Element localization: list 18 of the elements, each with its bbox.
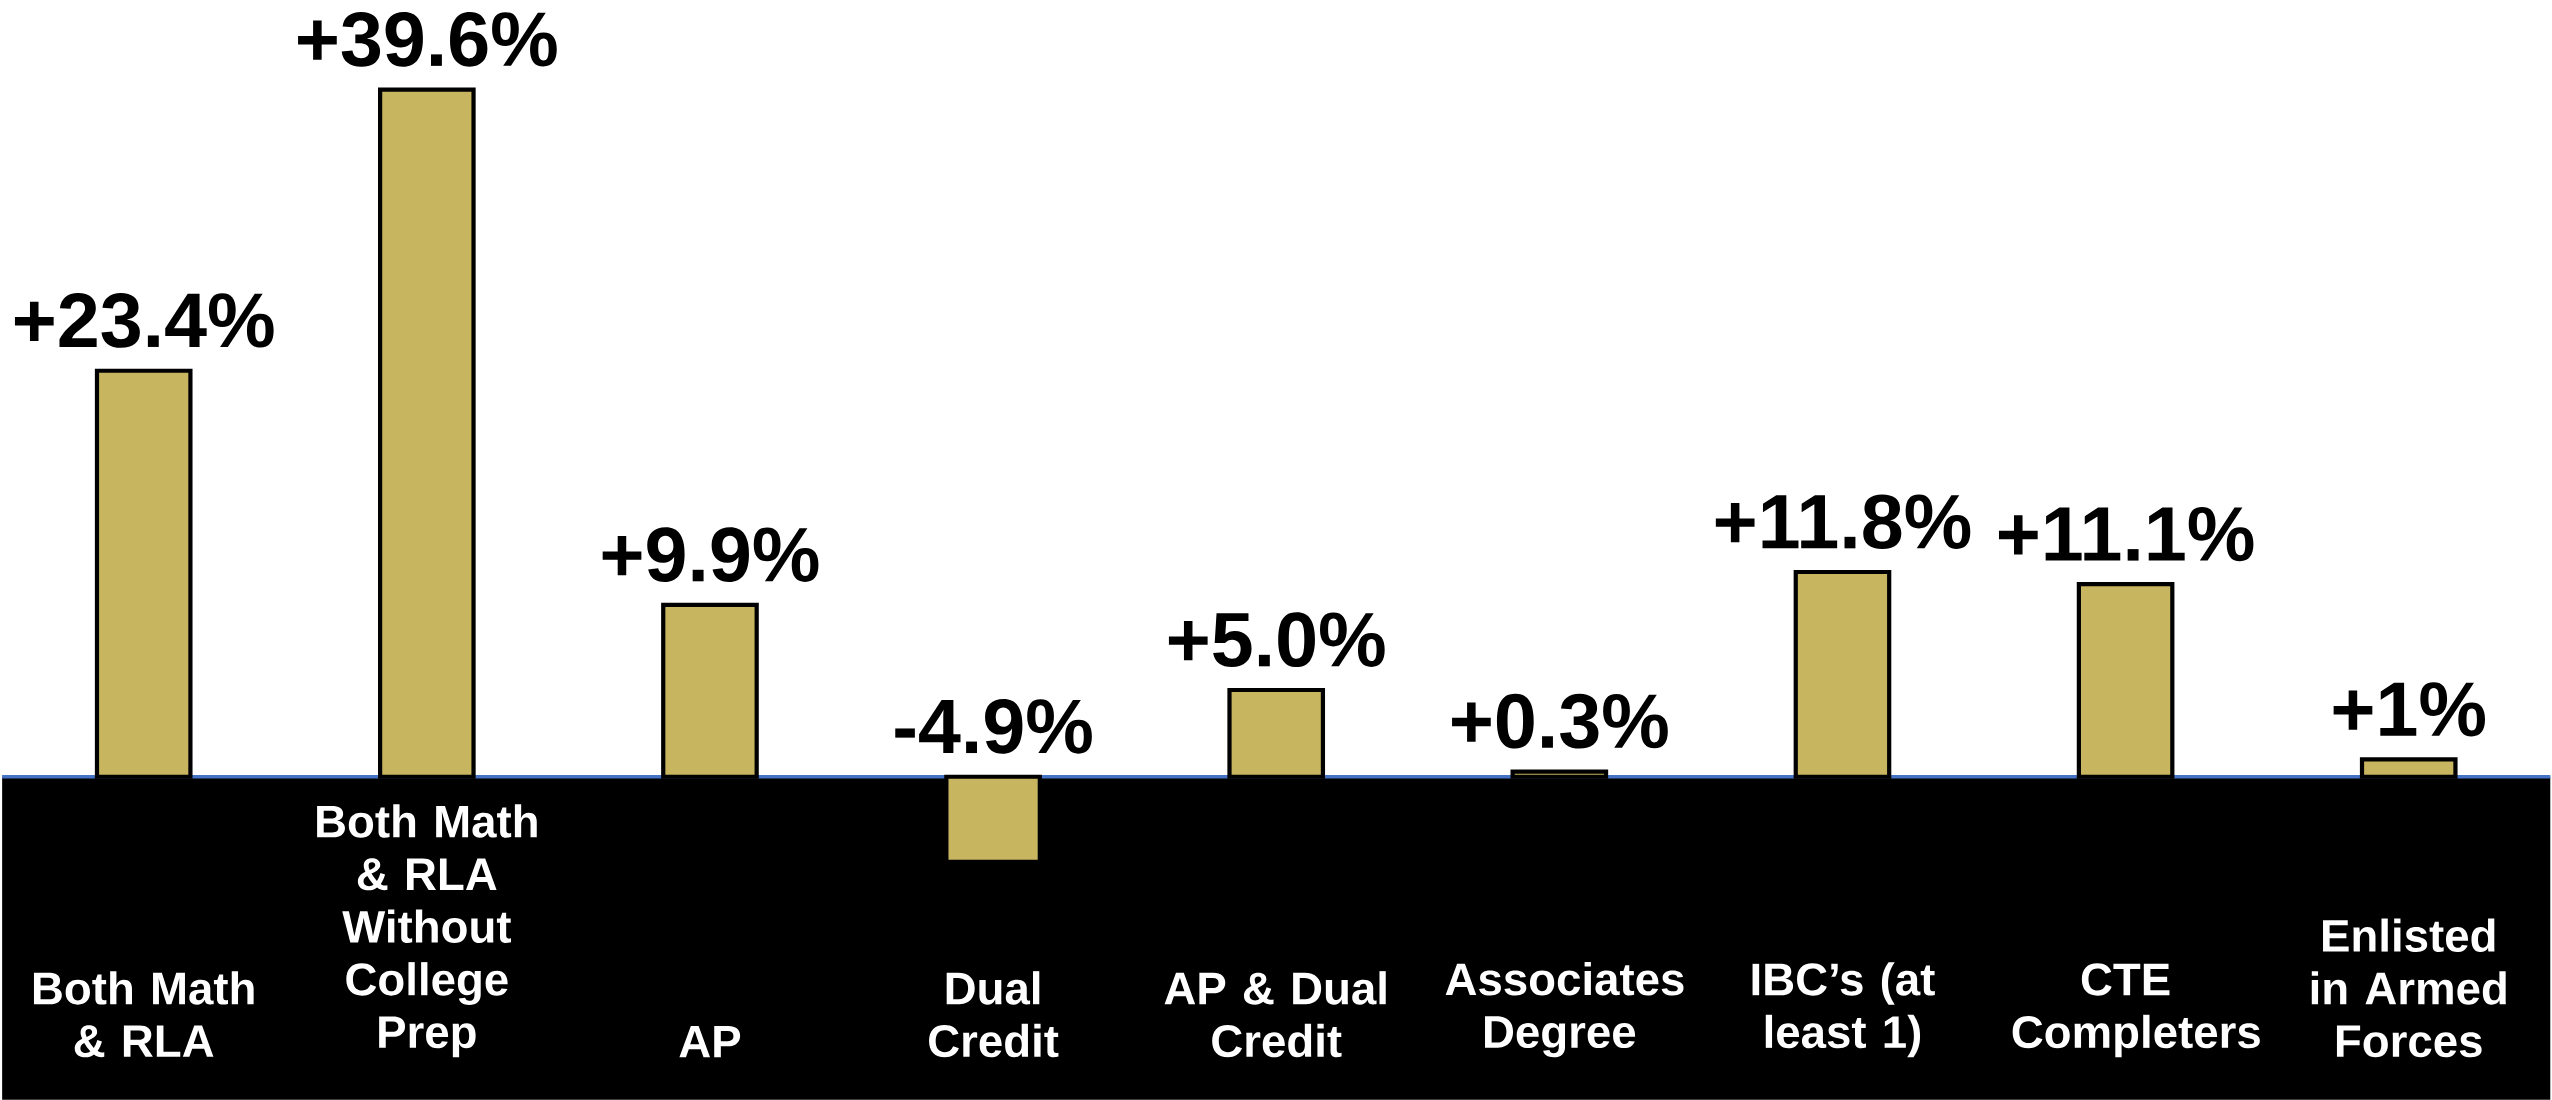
data-label: +23.4% bbox=[14, 293, 274, 348]
data-label: +0.3% bbox=[1452, 693, 1668, 749]
x-tick-label: AP & Dual Credit bbox=[1164, 971, 1386, 1058]
x-tick-label: AP bbox=[679, 1025, 741, 1058]
x-tick-label: Both Math & RLA Without College Prep bbox=[317, 804, 537, 1058]
data-label: -4.9% bbox=[895, 699, 1092, 754]
x-tick-label: Enlisted in Armed Forces bbox=[2311, 918, 2506, 1058]
data-label: +9.9% bbox=[602, 527, 819, 583]
x-tick-label: CTE Completers bbox=[2012, 963, 2260, 1058]
data-label: +39.6% bbox=[298, 11, 557, 67]
x-tick-label: Associates Degree bbox=[1445, 961, 1684, 1058]
data-label: +1% bbox=[2333, 682, 2485, 737]
x-tick-label: IBC’s (at least 1) bbox=[1752, 962, 1935, 1058]
x-tick-label: Both Math & RLA bbox=[33, 971, 254, 1058]
data-label: +5.0% bbox=[1168, 612, 1385, 668]
data-label: +11.1% bbox=[1998, 506, 2254, 562]
data-label: +11.8% bbox=[1715, 494, 1971, 550]
x-tick-label: Dual Credit bbox=[929, 971, 1059, 1058]
